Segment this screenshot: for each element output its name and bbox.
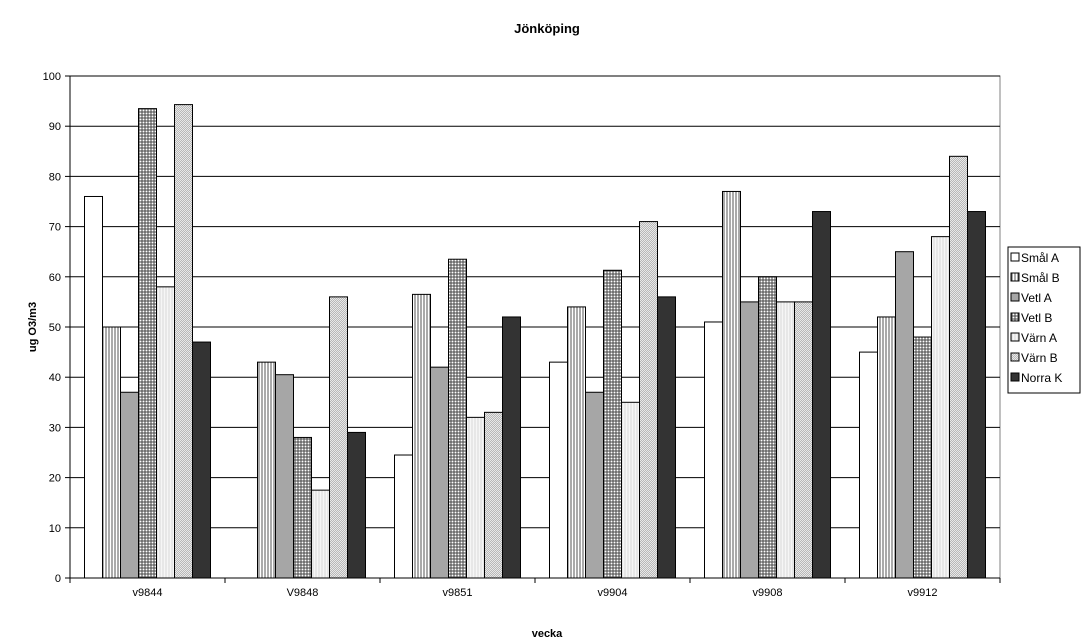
bar bbox=[776, 301, 795, 579]
bar bbox=[275, 374, 294, 579]
bar bbox=[484, 411, 503, 579]
chart-title: Jönköping bbox=[514, 21, 580, 36]
bar bbox=[812, 211, 831, 579]
bar bbox=[931, 236, 950, 579]
y-tick-label: 60 bbox=[49, 272, 61, 284]
bar bbox=[156, 286, 175, 579]
bar bbox=[502, 316, 521, 579]
legend-label: Smål B bbox=[1021, 271, 1060, 285]
x-tick-label: v9912 bbox=[908, 587, 938, 599]
y-axis-title: ug O3/m3 bbox=[27, 302, 39, 352]
bar bbox=[639, 221, 658, 579]
bar bbox=[967, 211, 986, 579]
y-tick-label: 40 bbox=[49, 372, 61, 384]
bar bbox=[949, 155, 968, 579]
x-tick-label: v9908 bbox=[753, 587, 783, 599]
y-tick-label: 100 bbox=[43, 71, 61, 83]
y-tick-label: 10 bbox=[49, 523, 61, 535]
bar bbox=[293, 436, 312, 579]
legend-swatch bbox=[1010, 292, 1020, 302]
y-tick-label: 20 bbox=[49, 473, 61, 485]
y-tick-label: 50 bbox=[49, 322, 61, 334]
legend-swatch bbox=[1010, 272, 1020, 282]
bar bbox=[621, 401, 640, 579]
legend-label: Värn B bbox=[1021, 351, 1058, 365]
legend-box bbox=[1007, 246, 1081, 394]
legend: Smål A Smål B Vetl A Vetl B Värn A Värn B Norr… bbox=[1007, 246, 1081, 394]
bar bbox=[585, 391, 604, 579]
legend-swatch bbox=[1010, 252, 1020, 262]
bar bbox=[430, 366, 449, 579]
x-tick-label: v9904 bbox=[598, 587, 628, 599]
legend-swatch bbox=[1010, 372, 1020, 382]
bar bbox=[412, 293, 431, 579]
bar bbox=[722, 190, 741, 579]
legend-label: Vetl A bbox=[1021, 291, 1052, 305]
bar bbox=[347, 431, 366, 579]
legend-label: Vetl B bbox=[1021, 311, 1052, 325]
bar bbox=[329, 296, 348, 579]
bars bbox=[84, 104, 986, 579]
bar bbox=[138, 108, 157, 579]
bar bbox=[174, 104, 193, 579]
bar bbox=[394, 454, 413, 579]
y-tick-label: 70 bbox=[49, 222, 61, 234]
bar bbox=[758, 276, 777, 579]
bar bbox=[657, 296, 676, 579]
x-tick-label: v9844 bbox=[133, 587, 163, 599]
bar bbox=[913, 336, 932, 579]
bar bbox=[311, 489, 330, 579]
bar bbox=[794, 301, 813, 579]
bar bbox=[448, 258, 467, 579]
bar bbox=[877, 316, 896, 579]
bar bbox=[859, 351, 878, 579]
x-tick-label: V9848 bbox=[287, 587, 319, 599]
legend-swatch bbox=[1010, 332, 1020, 342]
y-tick-label: 30 bbox=[49, 422, 61, 434]
legend-swatch bbox=[1010, 352, 1020, 362]
bar bbox=[466, 416, 485, 579]
legend-label: Smål A bbox=[1021, 251, 1059, 265]
y-tick-label: 0 bbox=[55, 573, 61, 585]
y-tick-label: 80 bbox=[49, 171, 61, 183]
axes: 0 10 20 30 40 50 60 70 80 90 100 v9844 V9848 v9851 v99… bbox=[43, 71, 1001, 599]
bar bbox=[84, 195, 103, 579]
bar bbox=[567, 306, 586, 579]
bar bbox=[704, 321, 723, 579]
bar bbox=[603, 269, 622, 579]
bar bbox=[257, 361, 276, 579]
bar bbox=[740, 301, 759, 579]
legend-label: Värn A bbox=[1021, 331, 1057, 345]
legend-swatch bbox=[1010, 312, 1020, 322]
y-tick-label: 90 bbox=[49, 121, 61, 133]
bar bbox=[102, 326, 121, 579]
legend-label: Norra K bbox=[1021, 371, 1062, 385]
bar bbox=[192, 341, 211, 579]
x-axis-title: vecka bbox=[532, 628, 563, 640]
bar bbox=[549, 361, 568, 579]
x-tick-label: v9851 bbox=[443, 587, 473, 599]
bar bbox=[895, 251, 914, 579]
bar bbox=[120, 391, 139, 579]
